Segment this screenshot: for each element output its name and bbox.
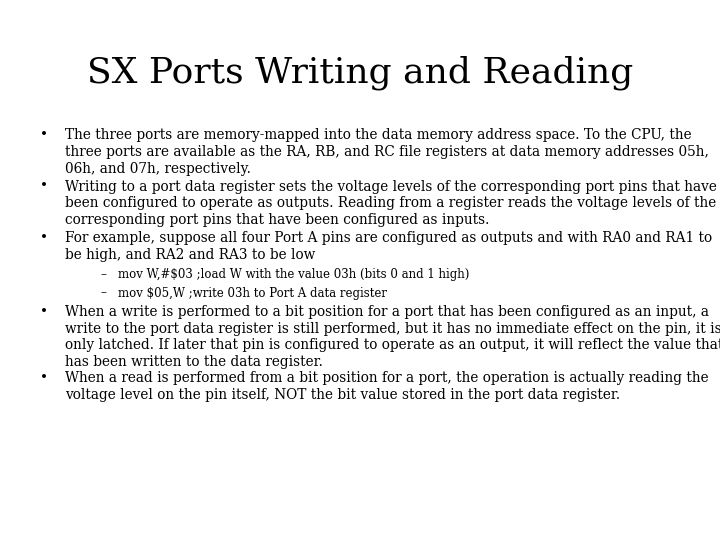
Text: SX Ports Writing and Reading: SX Ports Writing and Reading [87,55,633,90]
Text: When a read is performed from a bit position for a port, the operation is actual: When a read is performed from a bit posi… [65,371,708,402]
Text: For example, suppose all four Port A pins are configured as outputs and with RA0: For example, suppose all four Port A pin… [65,231,712,262]
Text: When a write is performed to a bit position for a port that has been configured : When a write is performed to a bit posit… [65,305,720,369]
Text: •: • [40,179,48,193]
Text: •: • [40,231,48,245]
Text: •: • [40,128,48,142]
Text: •: • [40,305,48,319]
Text: mov $05,W ;write 03h to Port A data register: mov $05,W ;write 03h to Port A data regi… [118,287,387,300]
Text: –: – [100,287,106,300]
Text: •: • [40,371,48,385]
Text: mov W,#$03 ;load W with the value 03h (bits 0 and 1 high): mov W,#$03 ;load W with the value 03h (b… [118,268,469,281]
Text: –: – [100,268,106,281]
Text: Writing to a port data register sets the voltage levels of the corresponding por: Writing to a port data register sets the… [65,179,717,227]
Text: The three ports are memory-mapped into the data memory address space. To the CPU: The three ports are memory-mapped into t… [65,128,709,176]
